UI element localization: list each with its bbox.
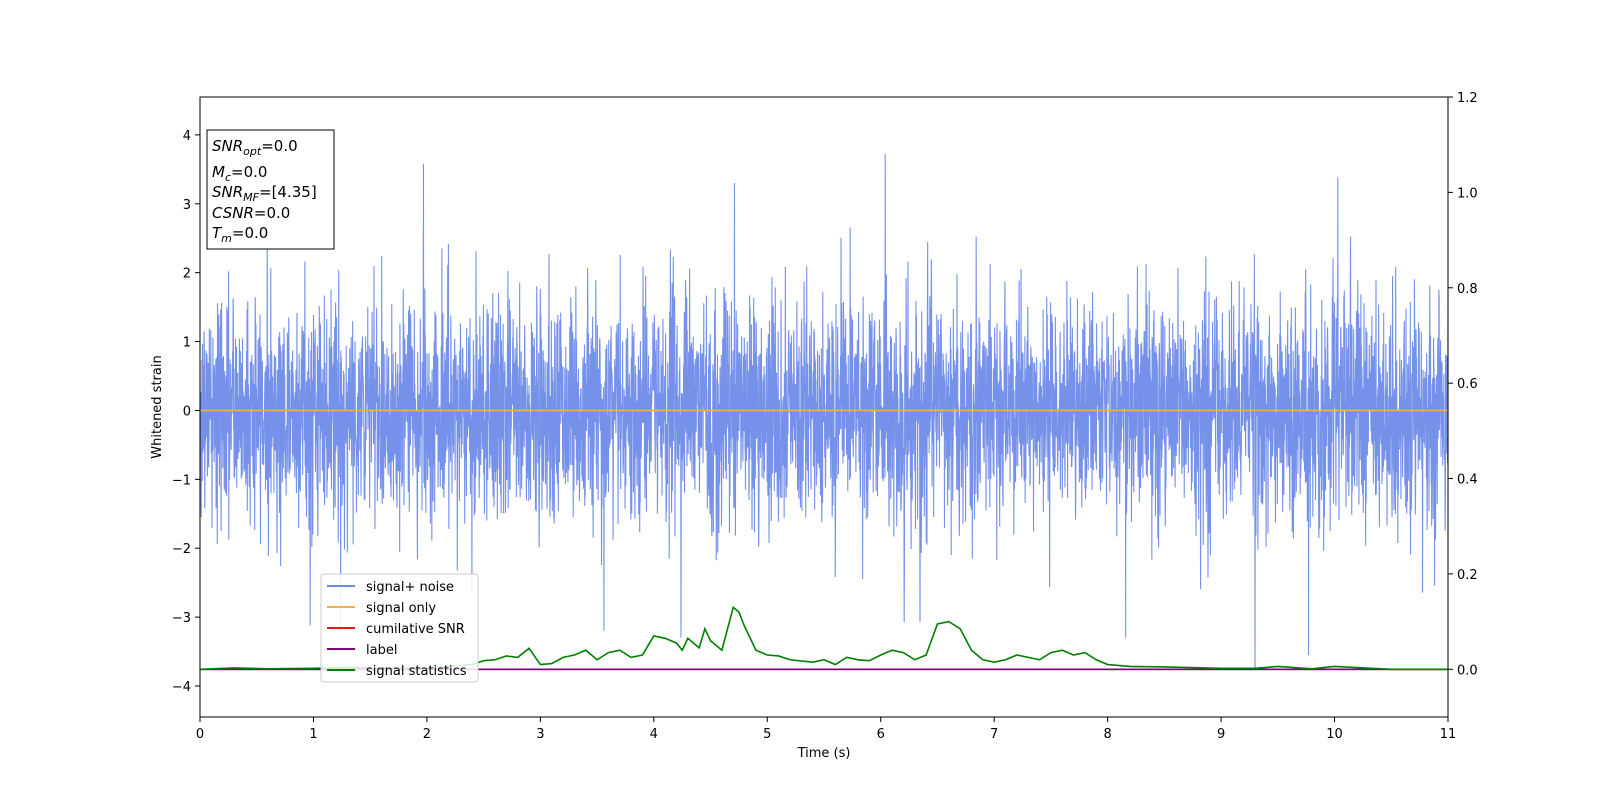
stats-subscript: MF (243, 191, 259, 204)
stats-line: SNRMF=[4.35] (212, 183, 317, 204)
stats-symbol: M (212, 163, 225, 181)
x-tick-label: 7 (990, 727, 998, 742)
axes-frame (199, 96, 1449, 718)
legend-entry: signal statistics (366, 664, 467, 679)
stats-symbol: SNR (212, 183, 243, 201)
x-tick-label: 5 (763, 727, 771, 742)
stats-symbol: SNR (212, 137, 243, 155)
legend-entry: signal only (366, 601, 436, 616)
y-tick-label: 0 (183, 404, 191, 419)
legend-frame (320, 573, 479, 683)
y2-tick-label: 0.8 (1457, 282, 1478, 297)
x-tick-label: 0 (196, 727, 204, 742)
y2-tick-label: 0.2 (1457, 568, 1478, 583)
x-tick-label: 8 (1103, 727, 1111, 742)
y-tick-label: −4 (172, 680, 191, 695)
stats-value: =0.0 (231, 163, 267, 181)
stats-subscript: opt (243, 145, 262, 158)
stats-value: =0.0 (254, 204, 290, 222)
x-tick-label: 10 (1326, 727, 1343, 742)
legend-entry: cumilative SNR (366, 622, 465, 637)
series-signal-statistics-line (200, 605, 1448, 671)
y-axis-left: 4 3 2 1 0 −1 −2 −3 −4 (172, 129, 200, 695)
stats-line: CSNR=0.0 (212, 204, 290, 222)
x-tick-label: 11 (1440, 727, 1457, 742)
series-signal-noise-line (200, 154, 1448, 669)
stats-box-frame (206, 129, 335, 250)
x-tick-label: 4 (650, 727, 658, 742)
y2-tick-label: 0.0 (1457, 663, 1478, 678)
x-axis-label: Time (s) (797, 746, 851, 761)
stats-box: SNRopt=0.0Mc=0.0SNRMF=[4.35]CSNR=0.0Tm=0… (206, 129, 335, 250)
stats-subscript: c (225, 171, 231, 184)
stats-value: =[4.35] (259, 183, 317, 201)
y2-tick-label: 0.6 (1457, 377, 1478, 392)
stats-line: Mc=0.0 (212, 163, 267, 184)
legend-entry: signal+ noise (366, 580, 454, 595)
x-tick-label: 1 (309, 727, 317, 742)
stats-line: Tm=0.0 (212, 224, 268, 245)
legend-entry: label (366, 643, 397, 658)
y2-tick-label: 1.2 (1457, 91, 1478, 106)
y-axis-label: Whitened strain (150, 355, 165, 458)
y-tick-label: −1 (172, 473, 191, 488)
y-tick-label: 1 (183, 336, 191, 351)
x-tick-label: 2 (423, 727, 431, 742)
x-tick-label: 3 (536, 727, 544, 742)
stats-symbol: CSNR (212, 204, 254, 222)
stats-subscript: m (221, 232, 232, 245)
y2-tick-label: 0.4 (1457, 473, 1478, 488)
x-axis: 0 1 2 3 4 5 6 7 8 9 10 11 (196, 717, 1456, 742)
x-tick-label: 6 (877, 727, 885, 742)
y-tick-label: 2 (183, 267, 191, 282)
y-tick-label: 3 (183, 198, 191, 213)
y-tick-label: 4 (183, 129, 191, 144)
stats-value: =0.0 (261, 137, 297, 155)
legend: signal+ noise signal only cumilative SNR la… (320, 573, 479, 683)
y-axis-right: 1.2 1.0 0.8 0.6 0.4 0.2 0.0 (1448, 91, 1478, 678)
x-tick-label: 9 (1217, 727, 1225, 742)
stats-line: SNRopt=0.0 (212, 137, 298, 158)
y2-tick-label: 1.0 (1457, 186, 1478, 201)
stats-symbol: T (212, 224, 223, 242)
y-tick-label: −3 (172, 611, 191, 626)
stats-value: =0.0 (232, 224, 268, 242)
y-tick-label: −2 (172, 542, 191, 557)
